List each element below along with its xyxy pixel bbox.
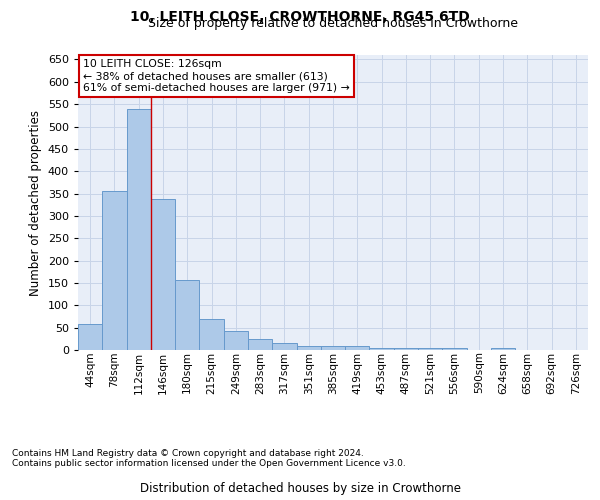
- Bar: [248, 339, 272, 350]
- Bar: [224, 331, 248, 350]
- Bar: [272, 343, 296, 350]
- Bar: [199, 318, 224, 350]
- Bar: [370, 348, 394, 350]
- Y-axis label: Number of detached properties: Number of detached properties: [29, 110, 42, 296]
- Bar: [151, 199, 175, 350]
- Bar: [442, 348, 467, 350]
- Bar: [321, 346, 345, 350]
- Bar: [175, 280, 199, 350]
- Text: 10 LEITH CLOSE: 126sqm
← 38% of detached houses are smaller (613)
61% of semi-de: 10 LEITH CLOSE: 126sqm ← 38% of detached…: [83, 60, 350, 92]
- Text: 10, LEITH CLOSE, CROWTHORNE, RG45 6TD: 10, LEITH CLOSE, CROWTHORNE, RG45 6TD: [130, 10, 470, 24]
- Bar: [102, 192, 127, 350]
- Text: Contains public sector information licensed under the Open Government Licence v3: Contains public sector information licen…: [12, 458, 406, 468]
- Text: Distribution of detached houses by size in Crowthorne: Distribution of detached houses by size …: [139, 482, 461, 495]
- Bar: [345, 346, 370, 350]
- Bar: [78, 324, 102, 350]
- Bar: [418, 348, 442, 350]
- Bar: [394, 348, 418, 350]
- Title: Size of property relative to detached houses in Crowthorne: Size of property relative to detached ho…: [148, 17, 518, 30]
- Bar: [127, 108, 151, 350]
- Text: Contains HM Land Registry data © Crown copyright and database right 2024.: Contains HM Land Registry data © Crown c…: [12, 448, 364, 458]
- Bar: [491, 348, 515, 350]
- Bar: [296, 346, 321, 350]
